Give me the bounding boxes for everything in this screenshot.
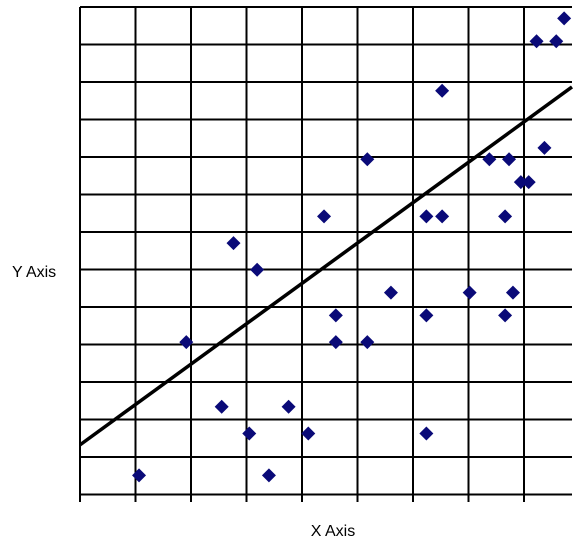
data-point-diamond — [242, 426, 257, 441]
chart-grid — [79, 6, 572, 502]
data-point-diamond — [214, 399, 229, 414]
x-axis-label: X Axis — [311, 523, 355, 540]
data-point-diamond — [360, 335, 375, 350]
data-point-diamond — [462, 285, 477, 300]
trendline-group — [78, 85, 573, 447]
data-point-diamond — [419, 426, 434, 441]
data-point-diamond — [505, 285, 520, 300]
data-point-diamond — [521, 175, 536, 190]
data-point-diamond — [383, 285, 398, 300]
data-point-diamond — [529, 34, 544, 49]
data-point-diamond — [301, 426, 316, 441]
data-point-diamond — [482, 152, 497, 167]
data-point-diamond — [549, 34, 564, 49]
data-point-diamond — [557, 11, 572, 26]
data-point-diamond — [537, 140, 552, 155]
data-point-diamond — [281, 399, 296, 414]
data-point-diamond — [226, 236, 241, 251]
data-point-diamond — [317, 209, 332, 224]
trendline — [78, 85, 573, 447]
data-point-diamond — [132, 468, 147, 483]
data-point-diamond — [419, 308, 434, 323]
data-point-diamond — [250, 262, 265, 277]
data-point-diamond — [179, 335, 194, 350]
y-axis-label: Y Axis — [12, 264, 56, 281]
data-point-diamond — [435, 83, 450, 98]
data-point-diamond — [502, 152, 517, 167]
data-point-diamond — [498, 308, 513, 323]
data-point-diamond — [328, 308, 343, 323]
data-points — [132, 11, 572, 483]
data-point-diamond — [360, 152, 375, 167]
data-point-diamond — [261, 468, 276, 483]
data-point-diamond — [435, 209, 450, 224]
data-point-diamond — [419, 209, 434, 224]
data-point-diamond — [328, 335, 343, 350]
data-point-diamond — [513, 175, 528, 190]
data-point-diamond — [498, 209, 513, 224]
